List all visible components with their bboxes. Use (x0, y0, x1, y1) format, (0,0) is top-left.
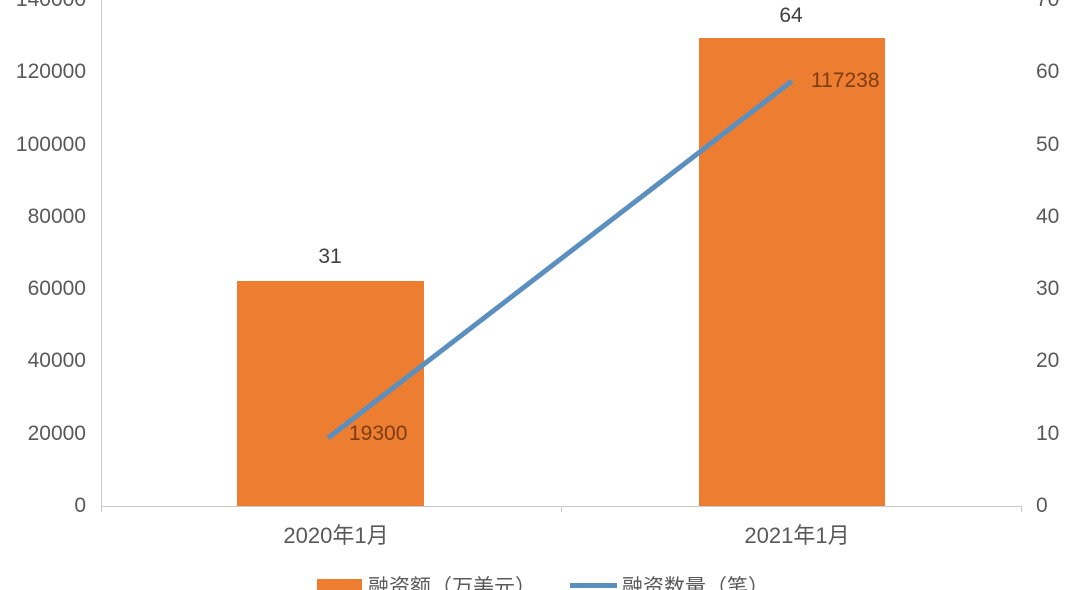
right-axis-tick-10: 10 (1036, 422, 1060, 445)
x-axis-tick-mid (561, 506, 562, 512)
bar-2021-01 (699, 38, 885, 506)
x-axis-tick-end (1021, 506, 1022, 512)
left-axis-tick-0: 0 (74, 494, 86, 517)
legend-label-count: 融资数量（笔） (622, 576, 769, 590)
x-axis-label-2020: 2020年1月 (283, 523, 389, 548)
right-axis-tick-0: 0 (1036, 494, 1048, 517)
left-axis-tick-20000: 20000 (27, 422, 86, 445)
right-axis-tick-60: 60 (1036, 60, 1060, 83)
right-axis-tick-20: 20 (1036, 349, 1060, 372)
right-axis-tick-30: 30 (1036, 277, 1060, 300)
legend-line-swatch (570, 583, 617, 588)
x-axis-label-2021: 2021年1月 (744, 523, 850, 548)
legend-bar-swatch (317, 579, 362, 590)
left-axis-tick-140000: 140000 (0, 0, 86, 12)
left-y-axis-line (101, 0, 102, 512)
left-axis-tick-120000: 120000 (15, 60, 86, 83)
right-axis-tick-70: 70 (1036, 0, 1080, 12)
legend-label-amount: 融资额（万美元） (368, 576, 536, 590)
line-label-2021: 117238 (811, 69, 880, 92)
left-axis-tick-40000: 40000 (27, 349, 86, 372)
left-axis-tick-80000: 80000 (27, 205, 86, 228)
line-label-2020: 19300 (349, 422, 408, 445)
bar-2020-01 (237, 281, 424, 506)
right-axis-tick-50: 50 (1036, 133, 1060, 156)
left-axis-tick-60000: 60000 (27, 277, 86, 300)
bar-label-2020: 31 (318, 245, 342, 268)
right-axis-tick-40: 40 (1036, 205, 1060, 228)
bar-label-2021: 64 (779, 4, 803, 27)
left-axis-tick-100000: 100000 (15, 133, 86, 156)
